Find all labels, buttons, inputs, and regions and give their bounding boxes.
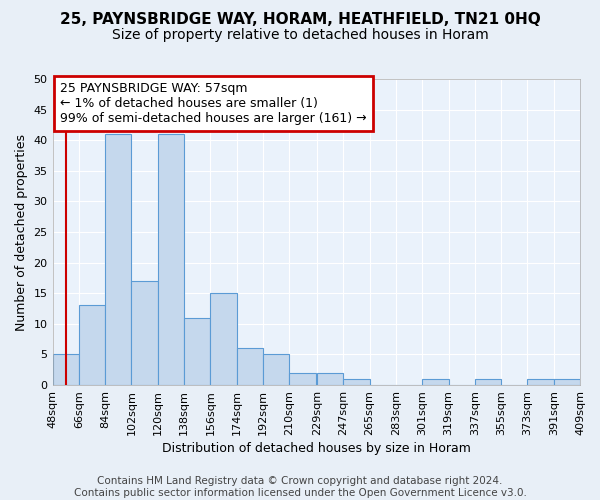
Bar [289,373,316,385]
Text: Contains HM Land Registry data © Crown copyright and database right 2024.
Contai: Contains HM Land Registry data © Crown c… [74,476,526,498]
Y-axis label: Number of detached properties: Number of detached properties [15,134,28,330]
Bar [131,281,158,385]
Bar [554,379,580,385]
Bar [263,354,289,385]
Bar [105,134,131,385]
Bar [343,379,370,385]
X-axis label: Distribution of detached houses by size in Horam: Distribution of detached houses by size … [162,442,471,455]
Text: 25, PAYNSBRIDGE WAY, HORAM, HEATHFIELD, TN21 0HQ: 25, PAYNSBRIDGE WAY, HORAM, HEATHFIELD, … [59,12,541,28]
Bar [317,373,343,385]
Bar [475,379,501,385]
Bar [53,354,79,385]
Bar [184,318,211,385]
Bar [79,306,105,385]
Bar [422,379,449,385]
Bar [236,348,263,385]
Bar [158,134,184,385]
Text: Size of property relative to detached houses in Horam: Size of property relative to detached ho… [112,28,488,42]
Text: 25 PAYNSBRIDGE WAY: 57sqm
← 1% of detached houses are smaller (1)
99% of semi-de: 25 PAYNSBRIDGE WAY: 57sqm ← 1% of detach… [61,82,367,125]
Bar [527,379,554,385]
Bar [211,293,236,385]
